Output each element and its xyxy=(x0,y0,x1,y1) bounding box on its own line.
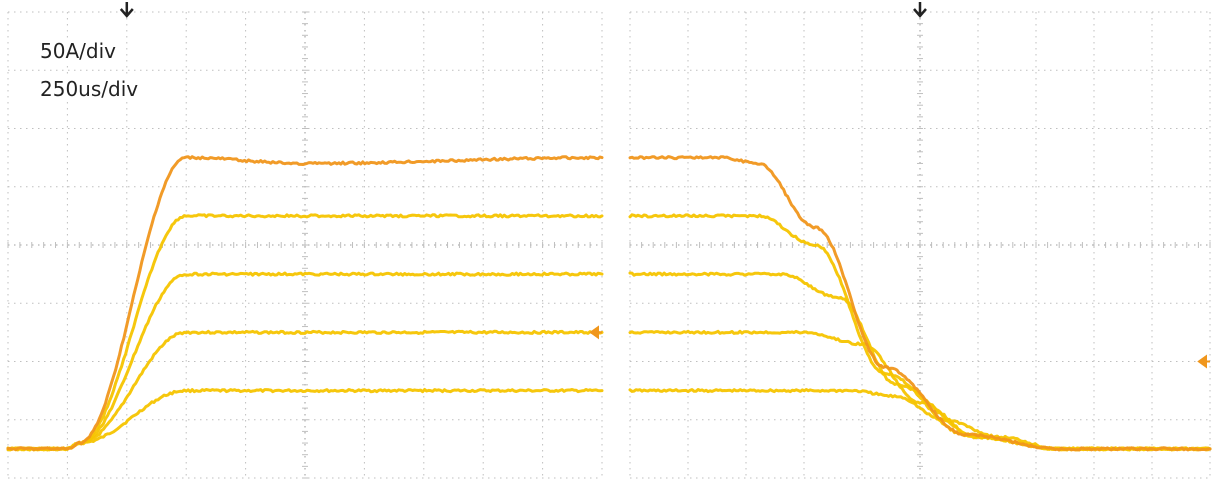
fall-panel xyxy=(628,2,1212,479)
rise-panel xyxy=(6,2,604,479)
fall-markers xyxy=(913,2,1210,369)
current-trace-1 xyxy=(6,388,604,452)
trigger-level-icon xyxy=(1197,354,1210,369)
trigger-arrow-icon xyxy=(119,2,134,18)
current-trace-2 xyxy=(6,329,604,452)
fall-traces xyxy=(628,155,1212,452)
rise-traces xyxy=(6,155,604,452)
rise-grid xyxy=(7,11,603,479)
current-trace-3 xyxy=(6,271,604,452)
current-trace-5 xyxy=(6,155,604,452)
vertical-scale-label: 50A/div xyxy=(36,38,120,64)
fall-grid xyxy=(629,11,1211,479)
current-trace-4 xyxy=(6,213,604,452)
panel-separator xyxy=(604,0,628,485)
trigger-arrow-icon xyxy=(913,2,927,18)
current-trace-5 xyxy=(628,155,1212,452)
rise-markers xyxy=(119,2,602,340)
trigger-level-icon xyxy=(589,325,602,340)
time-scale-label: 250us/div xyxy=(36,76,143,102)
